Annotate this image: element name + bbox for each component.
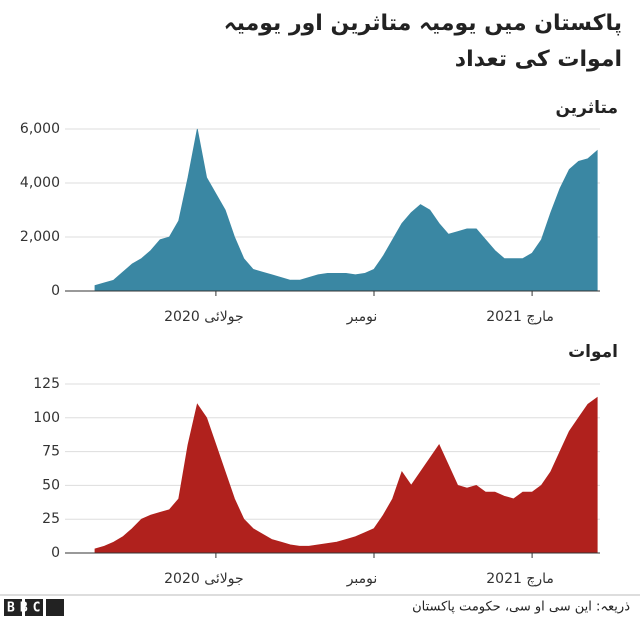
y-tick-label: 4,000 xyxy=(20,175,60,191)
y-tick-label: 75 xyxy=(42,444,60,460)
x-tick-label: نومبر xyxy=(346,309,378,325)
x-tick-label: مارچ 2021 xyxy=(486,571,554,587)
x-tick-label: مارچ 2021 xyxy=(486,309,554,325)
logo: BBC xyxy=(7,601,45,616)
source: ذریعہ: این سی او سی، حکومت پاکستان xyxy=(412,600,630,615)
x-tick-label: جولائی 2020 xyxy=(164,571,244,587)
title: پاکستان میں یومیہ متاثرین اور یومیہ اموا… xyxy=(223,11,622,72)
logo-box xyxy=(46,599,64,616)
y-tick-label: 6,000 xyxy=(20,121,60,137)
y-tick-label: 2,000 xyxy=(20,229,60,245)
y-tick-label: 0 xyxy=(51,283,60,299)
y-tick-label: 25 xyxy=(42,511,60,527)
area xyxy=(94,396,598,554)
subtitle: متاثرین xyxy=(556,98,619,118)
area xyxy=(94,128,598,292)
y-tick-label: 50 xyxy=(42,477,60,493)
x-tick-label: جولائی 2020 xyxy=(164,309,244,325)
x-tick-label: نومبر xyxy=(346,571,378,587)
y-tick-label: 0 xyxy=(51,545,60,561)
subtitle: اموات xyxy=(568,342,618,362)
logo-box xyxy=(4,599,22,616)
y-tick-label: 125 xyxy=(33,376,60,392)
logo-box xyxy=(25,599,43,616)
y-tick-label: 100 xyxy=(33,410,60,426)
